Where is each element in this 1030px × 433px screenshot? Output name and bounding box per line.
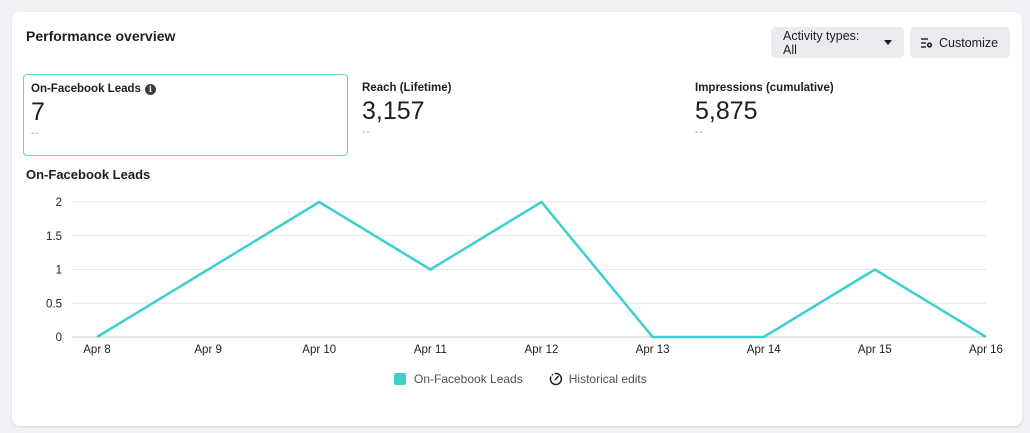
metric-value-leads: 7 xyxy=(31,98,45,126)
y-tick-label: 1.5 xyxy=(46,231,62,243)
metric-label-leads: On-Facebook Leads i xyxy=(31,83,340,95)
performance-card: Performance overview Activity types: All… xyxy=(12,12,1022,426)
x-tick-label: Apr 14 xyxy=(747,344,781,356)
x-tick-label: Apr 10 xyxy=(302,344,336,356)
legend-label-historical: Historical edits xyxy=(568,372,647,386)
metric-sub-leads: -- xyxy=(31,128,40,139)
metric-label-reach: Reach (Lifetime) xyxy=(362,82,452,94)
metric-card-leads[interactable]: On-Facebook Leads i 7 -- xyxy=(23,74,348,156)
page-title: Performance overview xyxy=(26,28,176,44)
leads-line-chart: 0 0.5 1 1.5 2 Apr 8 Apr 9 Apr 10 Apr 11 Apr 12 Apr… xyxy=(46,197,1003,356)
metric-sub-reach: -- xyxy=(362,127,371,138)
chart-title: On-Facebook Leads xyxy=(26,167,151,182)
metric-sub-impressions: -- xyxy=(695,127,704,138)
y-tick-label: 2 xyxy=(56,197,62,209)
x-tick-label: Apr 13 xyxy=(636,344,670,356)
customize-label: Customize xyxy=(939,35,999,50)
x-tick-label: Apr 11 xyxy=(414,344,447,356)
metric-card-reach[interactable]: Reach (Lifetime) 3,157 -- xyxy=(355,74,675,156)
y-tick-label: 0.5 xyxy=(46,298,62,310)
legend-label-leads: On-Facebook Leads xyxy=(414,372,523,386)
metric-label-impressions: Impressions (cumulative) xyxy=(695,82,834,94)
info-icon[interactable]: i xyxy=(144,83,156,95)
x-tick-label: Apr 16 xyxy=(969,344,1003,356)
metric-label-text: On-Facebook Leads xyxy=(31,83,141,95)
historical-edits-icon xyxy=(549,372,562,386)
legend-swatch xyxy=(394,373,406,385)
x-tick-label: Apr 12 xyxy=(525,344,559,356)
y-tick-label: 1 xyxy=(56,265,62,277)
x-tick-label: Apr 8 xyxy=(83,344,111,356)
chart-legend: On-Facebook Leads Historical edits xyxy=(394,372,673,386)
y-tick-label: 0 xyxy=(56,332,62,344)
caret-down-icon xyxy=(884,40,892,45)
x-tick-label: Apr 9 xyxy=(194,344,222,356)
legend-item-leads[interactable]: On-Facebook Leads xyxy=(394,372,523,386)
legend-item-historical[interactable]: Historical edits xyxy=(549,372,647,386)
customize-button[interactable]: Customize xyxy=(910,27,1010,58)
x-tick-label: Apr 15 xyxy=(858,344,892,356)
activity-types-dropdown[interactable]: Activity types: All xyxy=(771,27,904,58)
customize-icon xyxy=(921,37,933,48)
metric-card-impressions[interactable]: Impressions (cumulative) 5,875 -- xyxy=(688,74,1008,156)
metric-value-reach: 3,157 xyxy=(362,97,425,125)
activity-types-label: Activity types: All xyxy=(783,28,860,57)
metric-value-impressions: 5,875 xyxy=(695,97,758,125)
